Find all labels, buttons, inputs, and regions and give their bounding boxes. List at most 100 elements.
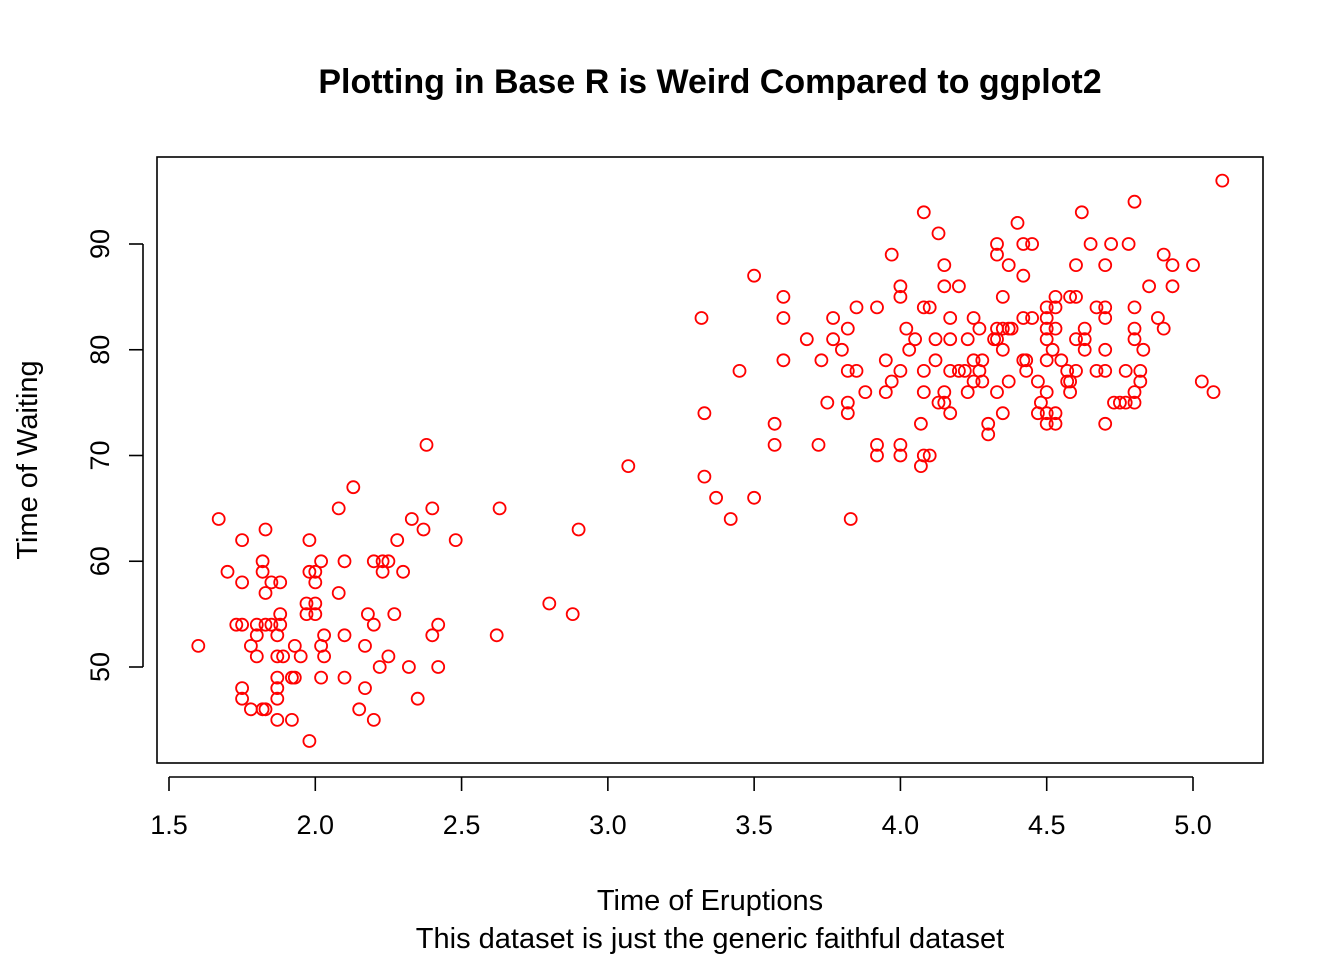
data-point (820, 395, 835, 410)
data-point (995, 321, 1010, 336)
data-point (314, 554, 329, 569)
data-point (776, 311, 791, 325)
data-point (1127, 385, 1142, 400)
data-point (870, 448, 884, 463)
data-point (884, 374, 899, 389)
data-point (264, 617, 279, 632)
data-point (893, 448, 908, 463)
data-point (211, 512, 226, 526)
data-point (401, 660, 416, 674)
data-point (235, 691, 250, 706)
data-point (893, 279, 908, 294)
data-point (1019, 353, 1034, 368)
data-point (1118, 363, 1133, 378)
data-point (943, 332, 958, 347)
data-point (858, 385, 873, 400)
data-point (694, 311, 709, 325)
data-point (1151, 311, 1165, 325)
chart-subtitle: This dataset is just the generic faithfu… (416, 923, 1004, 955)
data-point (1039, 332, 1054, 347)
data-point (1206, 385, 1221, 400)
data-point (390, 533, 405, 547)
data-point (747, 268, 761, 283)
data-point (431, 660, 446, 674)
data-point (990, 385, 1004, 400)
data-point (1127, 300, 1142, 315)
data-point (235, 533, 250, 547)
data-point (893, 289, 908, 304)
y-tick-label: 80 (85, 335, 115, 365)
data-point (381, 649, 396, 664)
data-point (337, 670, 352, 685)
data-point (1045, 342, 1060, 357)
data-point (258, 522, 273, 537)
data-point (893, 437, 908, 452)
data-point (1074, 205, 1089, 220)
data-point (410, 691, 425, 706)
x-tick-label: 1.5 (150, 810, 188, 840)
data-point (264, 575, 279, 590)
data-point (767, 416, 782, 431)
data-point (943, 406, 958, 421)
y-tick-label: 70 (85, 440, 115, 470)
data-point (419, 437, 434, 452)
data-point (1127, 332, 1142, 347)
data-point (416, 522, 431, 537)
data-point (1118, 395, 1133, 410)
data-point (258, 586, 273, 600)
data-point (1133, 374, 1148, 389)
data-point (840, 406, 855, 421)
data-point (1048, 321, 1063, 336)
data-point (387, 607, 402, 621)
data-point (767, 437, 782, 452)
data-point (337, 628, 352, 643)
data-point (287, 670, 302, 685)
data-point (943, 311, 958, 325)
data-point (870, 437, 884, 452)
data-point (404, 512, 419, 526)
data-point (1063, 289, 1077, 304)
data-point (1104, 237, 1118, 251)
data-point (255, 564, 270, 579)
data-point (1039, 311, 1054, 325)
data-point (1098, 416, 1113, 431)
data-point (1004, 321, 1019, 336)
data-point (302, 533, 317, 547)
data-point (908, 332, 922, 347)
data-point (425, 628, 440, 643)
data-point (366, 617, 381, 632)
data-point (299, 596, 314, 611)
data-point (1156, 321, 1171, 336)
data-point (1048, 416, 1063, 431)
data-point (1034, 395, 1048, 410)
data-point (1016, 268, 1031, 283)
data-point (249, 617, 264, 632)
data-point (1098, 300, 1113, 315)
data-point (1098, 258, 1113, 273)
data-point (826, 332, 840, 347)
data-point (235, 575, 250, 590)
data-point (621, 459, 636, 474)
data-point (916, 205, 931, 220)
data-point (1077, 342, 1092, 357)
data-point (966, 353, 981, 368)
data-point (952, 279, 966, 294)
data-point (914, 416, 928, 431)
data-point (1025, 311, 1039, 325)
data-point (366, 554, 381, 569)
data-point (270, 691, 285, 706)
data-point (960, 332, 975, 347)
data-point (922, 300, 937, 315)
data-point (299, 607, 314, 621)
data-point (276, 649, 291, 664)
data-point (314, 670, 329, 685)
data-point (878, 385, 893, 400)
data-point (270, 670, 285, 685)
data-point (273, 607, 288, 621)
data-point (308, 596, 323, 611)
data-point (489, 628, 504, 643)
data-point (893, 363, 908, 378)
data-point (1127, 321, 1142, 336)
data-point (1121, 237, 1136, 251)
data-point (1039, 353, 1054, 368)
